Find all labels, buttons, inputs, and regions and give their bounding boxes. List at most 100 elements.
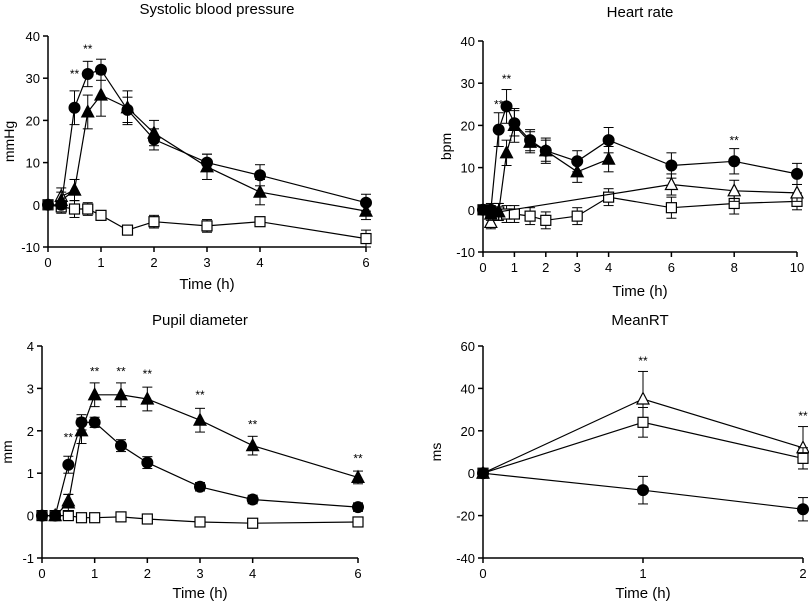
data-point (95, 209, 107, 221)
x-tick-label: 3 (203, 255, 210, 270)
series-line (54, 394, 359, 517)
data-point (254, 169, 266, 182)
data-point (492, 123, 505, 136)
data-point (352, 501, 364, 514)
x-tick-label: 3 (196, 566, 203, 581)
data-point (67, 182, 82, 196)
series-filled-circle (36, 414, 364, 522)
data-point (571, 155, 584, 168)
y-tick-label: 30 (26, 71, 40, 86)
y-tick-label: -20 (456, 509, 475, 524)
data-point (601, 151, 616, 165)
significance-label: ** (353, 452, 363, 466)
y-axis-label: ms (428, 443, 444, 462)
series-filled-triangle (48, 382, 365, 522)
data-point (360, 232, 372, 245)
significance-label: ** (502, 72, 512, 86)
series-filled-circle (477, 89, 803, 217)
x-axis-label: Time (h) (172, 585, 227, 602)
data-point (253, 184, 267, 198)
data-point (352, 516, 364, 528)
data-point (68, 101, 81, 114)
series-filled-circle (42, 58, 372, 212)
data-point (791, 167, 803, 180)
data-point (499, 145, 514, 159)
x-tick-label: 1 (511, 260, 518, 275)
y-tick-label: 10 (461, 161, 475, 176)
series-open-square (42, 199, 372, 248)
data-point (89, 512, 101, 524)
data-point (75, 416, 88, 429)
significance-label: ** (248, 418, 258, 432)
data-point (121, 224, 134, 236)
series-line (48, 69, 367, 206)
data-point (148, 216, 160, 228)
data-point (524, 210, 536, 222)
data-point (602, 191, 615, 203)
data-point (115, 439, 127, 452)
series-open-square (477, 406, 809, 479)
y-tick-label: 1 (27, 466, 34, 481)
x-axis-label: Time (h) (179, 276, 234, 293)
series-line (47, 204, 367, 240)
x-tick-label: 4 (256, 255, 263, 270)
significance-label: ** (116, 365, 126, 379)
significance-label: ** (90, 365, 100, 379)
series-line (490, 124, 609, 215)
data-point (360, 196, 372, 209)
chart-title: Systolic blood pressure (139, 1, 294, 18)
data-point (797, 503, 809, 516)
y-tick-label: 30 (461, 76, 475, 91)
data-point (728, 155, 741, 168)
data-point (114, 386, 128, 401)
data-point (727, 183, 742, 197)
y-tick-label: -40 (456, 551, 475, 566)
data-point (637, 484, 649, 497)
data-point (121, 103, 134, 116)
x-tick-label: 0 (479, 566, 486, 581)
y-tick-label: 0 (33, 198, 40, 213)
data-point (55, 198, 68, 211)
y-tick-label: -1 (22, 551, 34, 566)
chart-title: Pupil diameter (152, 312, 248, 329)
x-tick-label: 8 (731, 260, 738, 275)
x-axis-label: Time (h) (612, 283, 667, 300)
data-point (254, 216, 266, 228)
x-tick-label: 2 (150, 255, 157, 270)
x-tick-label: 10 (790, 260, 804, 275)
y-tick-label: 20 (26, 113, 40, 128)
data-point (477, 467, 489, 480)
data-point (665, 202, 678, 214)
series-line (42, 514, 359, 524)
data-point (115, 511, 127, 523)
data-point (602, 134, 615, 147)
chart-panel-4: MeanRT -40 -20 0 20 40 60 0 1 2 Time (h) ms ** ** (428, 312, 809, 602)
significance-label: ** (195, 388, 205, 402)
y-tick-label: 40 (26, 29, 40, 44)
chart-panel-3: Pupil diameter -1 0 1 2 3 4 0 1 2 3 4 6 Time (h) mm ** *… (0, 312, 365, 602)
data-point (797, 452, 809, 464)
data-point (140, 391, 155, 405)
x-tick-label: 6 (668, 260, 675, 275)
data-point (62, 458, 75, 471)
data-point (94, 87, 108, 101)
data-point (508, 117, 521, 130)
data-point (790, 185, 804, 199)
data-point (49, 509, 62, 522)
x-tick-label: 2 (799, 566, 806, 581)
series-line (483, 104, 798, 211)
y-axis-label: mm (0, 440, 15, 463)
chart-title: MeanRT (611, 312, 668, 329)
y-tick-label: 0 (468, 466, 475, 481)
data-point (87, 386, 102, 401)
significance-label: ** (64, 430, 74, 444)
y-tick-label: 2 (27, 424, 34, 439)
x-tick-label: 4 (249, 566, 256, 581)
data-point (637, 416, 649, 428)
significance-label: ** (143, 367, 153, 381)
data-point (193, 412, 207, 426)
data-point (201, 156, 213, 169)
data-point (82, 203, 94, 215)
chart-title: Heart rate (607, 4, 674, 21)
